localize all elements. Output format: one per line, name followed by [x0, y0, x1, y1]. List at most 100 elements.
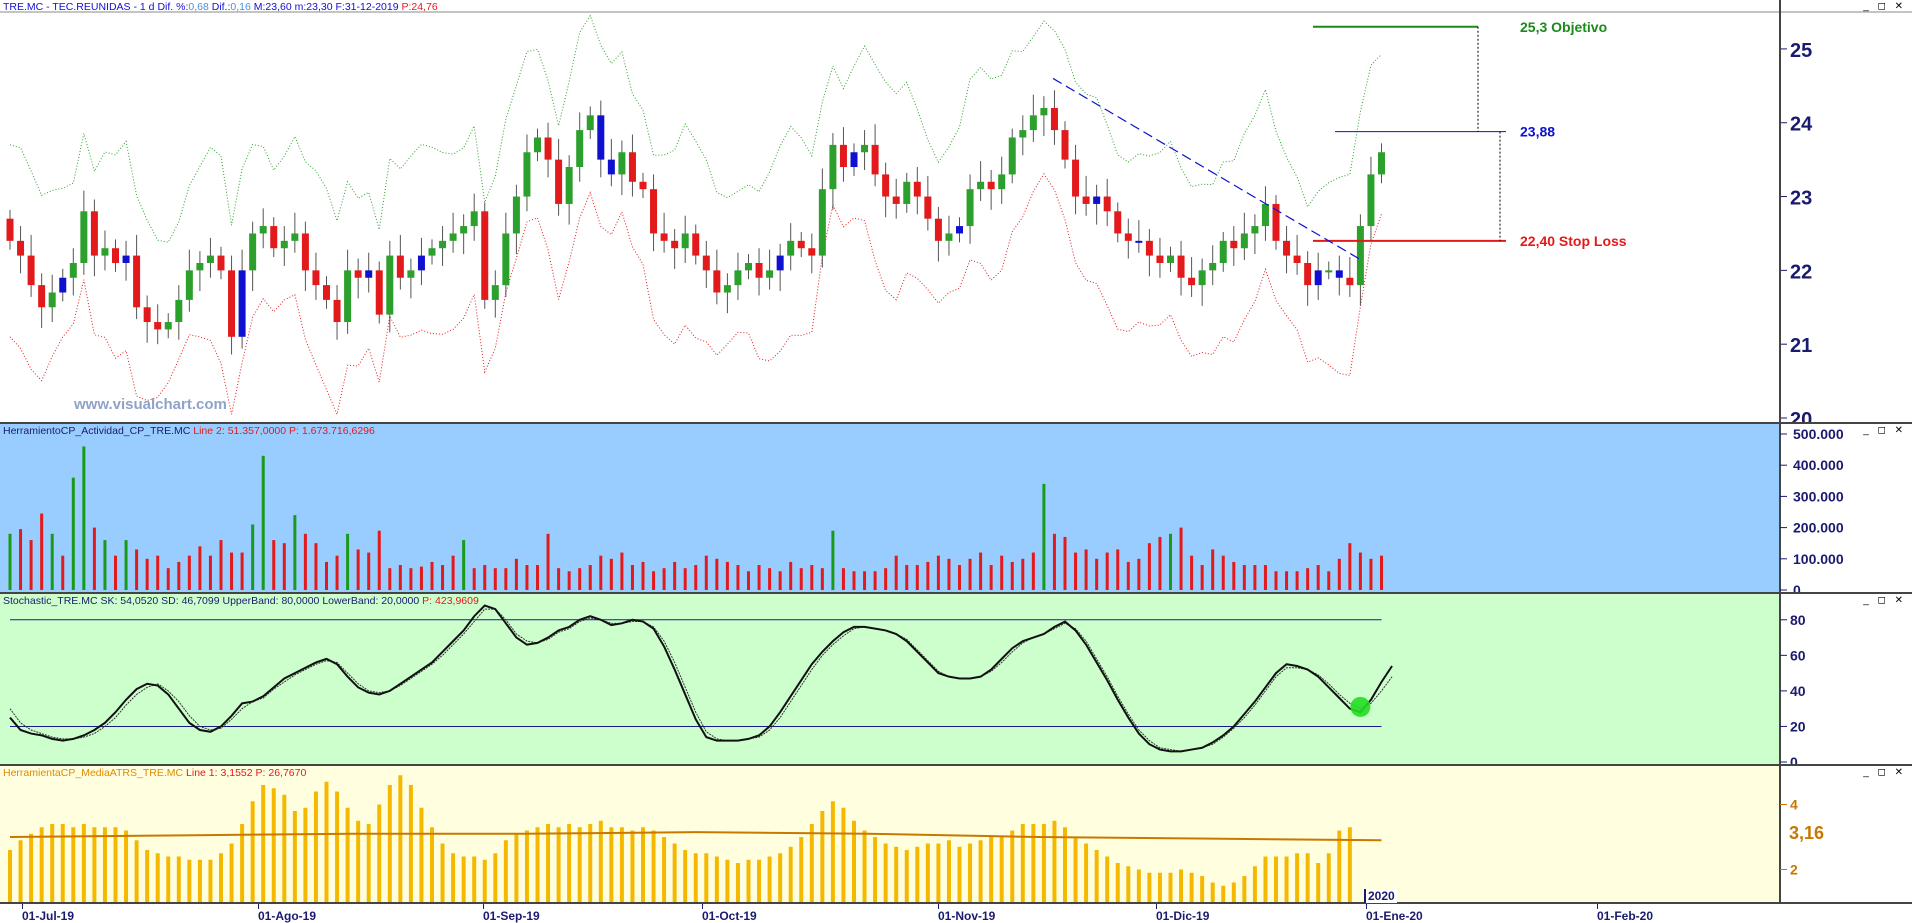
volume-bar [314, 543, 318, 590]
atr-bar [1084, 843, 1089, 902]
volume-pane[interactable]: HerramientoCP_Actividad_CP_TRE.MC Line 2… [0, 422, 1912, 592]
volume-bar [1348, 543, 1352, 590]
price-pane[interactable]: TRE.MC - TEC.REUNIDAS - 1 d Dif. %:0,68 … [0, 0, 1912, 422]
volume-bar [1126, 561, 1130, 590]
candle-body [59, 277, 67, 293]
atr-bar [113, 827, 118, 902]
candle-body [1114, 211, 1122, 234]
atr-pane[interactable]: HerramientaCP_MediaATRS_TRE.MC Line 1: 3… [0, 764, 1912, 902]
volume-bar [61, 555, 65, 590]
volume-bar [367, 552, 371, 590]
volume-bar [251, 524, 255, 590]
candle-body [913, 181, 921, 197]
atr-bar [71, 827, 76, 902]
volume-bar [50, 533, 54, 590]
candle-body [1156, 255, 1164, 263]
volume-bar [1116, 549, 1120, 590]
volume-bar [462, 540, 466, 590]
stochastic-upperband: UpperBand: 80,0000 [222, 595, 320, 607]
candle-body [998, 174, 1006, 190]
atr-bar [524, 830, 529, 902]
volume-window-buttons[interactable]: _ ◻ ✕ [1863, 425, 1906, 436]
stochastic-window-buttons[interactable]: _ ◻ ✕ [1863, 595, 1906, 606]
candle-body [417, 255, 425, 271]
volume-bar [335, 555, 339, 590]
atr-bar [1210, 882, 1215, 902]
volume-bar [1031, 552, 1035, 590]
candle-body [69, 262, 77, 278]
atr-bar [1316, 863, 1321, 902]
atr-bar [1063, 827, 1067, 902]
objective-label: 25,3 Objetivo [1520, 19, 1607, 35]
candle-body [164, 322, 172, 330]
stochastic-pane[interactable]: Stochastic_TRE.MC SK: 54,0520 SD: 46,709… [0, 592, 1912, 764]
price-window-buttons[interactable]: _ ◻ ✕ [1863, 1, 1906, 12]
volume-chart-svg[interactable]: 0 100.000 200.000 300.000 400.000 500.000 [0, 424, 1912, 592]
price-tick-label-23: 23 [1790, 188, 1812, 210]
atr-bar [472, 856, 477, 902]
price-tick-label-24: 24 [1790, 114, 1813, 136]
atr-window-buttons[interactable]: _ ◻ ✕ [1863, 767, 1906, 778]
stochastic-tick-label: 0 [1790, 754, 1798, 764]
atr-bar [324, 781, 329, 902]
volume-bar [493, 568, 497, 590]
atr-bar [81, 824, 86, 902]
volume-bar [1052, 533, 1056, 590]
atr-bar [102, 827, 107, 902]
atr-bar [493, 853, 498, 902]
volume-bar [704, 555, 708, 590]
atr-bar [567, 824, 572, 902]
candle-body [1124, 233, 1132, 241]
candle-body [1356, 226, 1364, 286]
price-tick-label-22: 22 [1790, 261, 1812, 283]
dif-label: Dif.: [211, 1, 231, 13]
atr-bar [1231, 882, 1236, 902]
candle-body [808, 248, 816, 256]
date-label: F: [335, 1, 345, 13]
atr-bar [408, 785, 413, 902]
stochastic-sk-line [9, 604, 1393, 753]
x-axis-tick [938, 904, 939, 909]
volume-bar [652, 571, 656, 590]
x-axis-label: 01-Feb-20 [1597, 909, 1654, 923]
atr-bar [282, 794, 287, 902]
candle-body [702, 255, 710, 271]
atr-bar [746, 859, 751, 902]
atr-bar [145, 850, 150, 902]
volume-bar [1179, 527, 1183, 590]
candle-body [671, 240, 679, 249]
volume-bar [1316, 565, 1320, 590]
volume-bar [1137, 558, 1141, 590]
candle-body [1040, 107, 1048, 116]
stochastic-chart-svg[interactable]: 0 20 40 60 80 [0, 594, 1912, 764]
atr-bar [946, 840, 951, 902]
candle-body [491, 285, 499, 300]
volume-bar [947, 558, 951, 590]
candle-body [1072, 159, 1080, 197]
atr-bar [1221, 885, 1226, 902]
volume-bar [92, 527, 96, 590]
volume-bar [1274, 571, 1278, 590]
stochastic-signal-marker [1350, 696, 1371, 717]
candle-body [1008, 137, 1016, 175]
atr-bar [197, 859, 202, 902]
x-axis-label: 01-Nov-19 [938, 909, 996, 923]
candle-body [1029, 115, 1037, 131]
atr-bar [619, 827, 624, 902]
atr-chart-svg[interactable]: 243,16 [0, 766, 1912, 902]
volume-bar [1105, 552, 1109, 590]
price-chart-svg[interactable]: 20 21 22 23 24 25 25,3 Objetivo 23,88 22,40 Stop… [0, 0, 1912, 422]
atr-bar [1252, 866, 1257, 902]
volume-bar [662, 568, 666, 590]
volume-bar [187, 555, 191, 590]
volume-bar [810, 565, 814, 590]
volume-bar [82, 446, 86, 590]
atr-bar [883, 843, 888, 902]
volume-bar [40, 513, 44, 590]
candle-body [470, 211, 478, 227]
min-label: m: [294, 1, 307, 13]
entry-label: 23,88 [1520, 124, 1555, 140]
atr-bar [841, 807, 846, 902]
price-header-bg [0, 0, 1912, 12]
